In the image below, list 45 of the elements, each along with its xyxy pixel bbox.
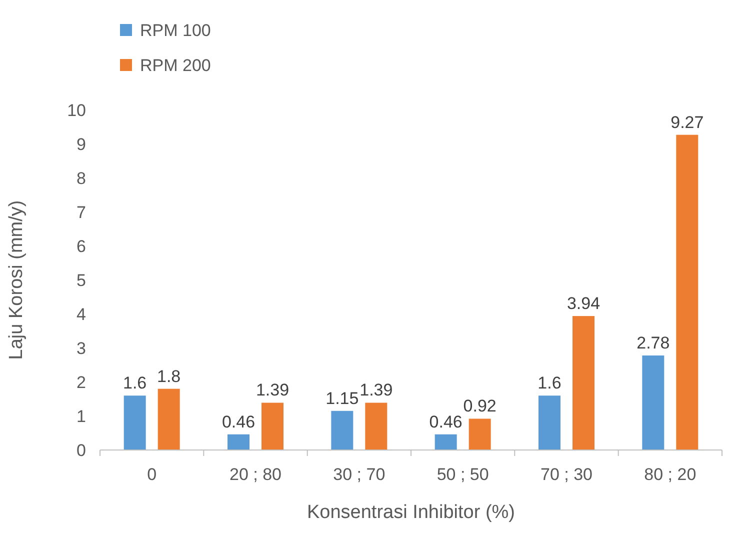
x-tick-label: 30 ; 70 [333, 465, 386, 484]
x-tick-label: 80 ; 20 [644, 465, 696, 484]
x-axis-title: Konsentrasi Inhibitor (%) [306, 502, 516, 523]
legend-label: RPM 200 [140, 56, 211, 75]
y-tick-label: 3 [76, 338, 86, 358]
bar [124, 396, 146, 450]
bar [158, 388, 180, 450]
bar [262, 402, 284, 450]
y-tick-label: 9 [76, 134, 86, 154]
y-tick-label: 7 [76, 202, 86, 222]
y-tick-label: 0 [76, 440, 86, 460]
data-label: 0.46 [429, 412, 462, 432]
data-label: 0.46 [222, 412, 256, 432]
bar [331, 410, 354, 450]
x-tick-label: 0 [147, 465, 157, 484]
x-tick-label: 20 ; 80 [230, 465, 282, 484]
y-axis-title: Laju Korosi (mm/y) [6, 200, 27, 360]
y-tick-label: 5 [76, 270, 86, 290]
y-tick-label: 8 [76, 168, 86, 188]
data-label: 3.94 [566, 294, 600, 314]
y-tick-label: 6 [76, 236, 86, 256]
data-label: 1.15 [326, 388, 359, 408]
y-tick-label: 1 [76, 406, 86, 426]
y-tick-label: 10 [67, 100, 86, 120]
data-label: 1.8 [157, 366, 181, 386]
x-tick-label: 50 ; 50 [436, 465, 489, 484]
data-label: 1.6 [123, 374, 147, 393]
bar [538, 396, 560, 450]
bar [468, 418, 491, 450]
data-label: 2.78 [636, 333, 670, 352]
data-label: 9.27 [670, 112, 704, 132]
bar [228, 434, 250, 450]
bar [642, 355, 664, 450]
y-tick-label: 2 [76, 372, 86, 392]
data-label: 1.39 [360, 380, 393, 400]
bar [572, 316, 594, 450]
bar [434, 434, 457, 450]
x-tick-label: 70 ; 30 [540, 465, 592, 484]
legend-label: RPM 100 [140, 20, 211, 40]
data-label: 1.6 [538, 374, 562, 393]
data-label: 1.39 [256, 380, 290, 400]
bar [676, 134, 698, 450]
bar [365, 402, 388, 450]
y-tick-label: 4 [76, 304, 86, 324]
data-label: 0.92 [463, 396, 496, 416]
